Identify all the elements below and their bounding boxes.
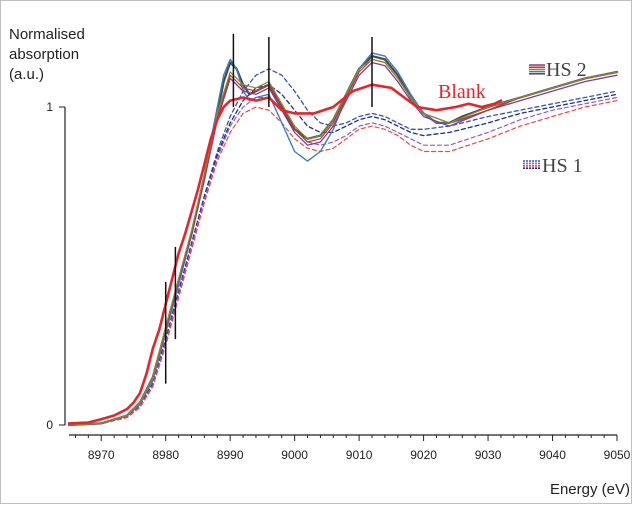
x-tick-label-8990: 8990: [217, 448, 244, 462]
annotation-blank: Blank: [438, 81, 486, 103]
series-line-blank-0: [67, 83, 503, 425]
series-line-hs-1-8: [68, 96, 618, 426]
x-tick-label-9030: 9030: [475, 448, 502, 462]
annotation-hs1: HS 1: [542, 155, 583, 177]
x-axis-title: Energy (eV): [550, 481, 630, 498]
x-tick-label-9000: 9000: [281, 448, 308, 462]
x-tick-label-8980: 8980: [152, 448, 179, 462]
x-tick-label-9020: 9020: [410, 448, 437, 462]
series-line-hs-2-4: [68, 58, 618, 426]
x-tick-label-9040: 9040: [539, 448, 566, 462]
series-line-hs-1-7: [68, 84, 618, 426]
x-tick-label-9050: 9050: [604, 448, 631, 462]
series-line-hs-2-5: [68, 58, 618, 426]
series-line-hs-2-2: [68, 52, 618, 426]
x-tick-label-9010: 9010: [346, 448, 373, 462]
y-axis-title-line-2: (a.u.): [9, 66, 44, 83]
series-line-hs-1-9: [68, 99, 618, 426]
series-line-hs-2-1: [67, 54, 619, 427]
y-axis-title-line-0: Normalised: [9, 26, 85, 43]
y-tick-label-0: 0: [46, 418, 53, 432]
annotation-hs2: HS 2: [546, 59, 587, 81]
y-axis-title-line-1: absorption: [9, 46, 79, 63]
series-line-hs-2-3: [68, 61, 618, 426]
x-tick-label-8970: 8970: [88, 448, 115, 462]
y-tick-label-1: 1: [46, 100, 53, 114]
